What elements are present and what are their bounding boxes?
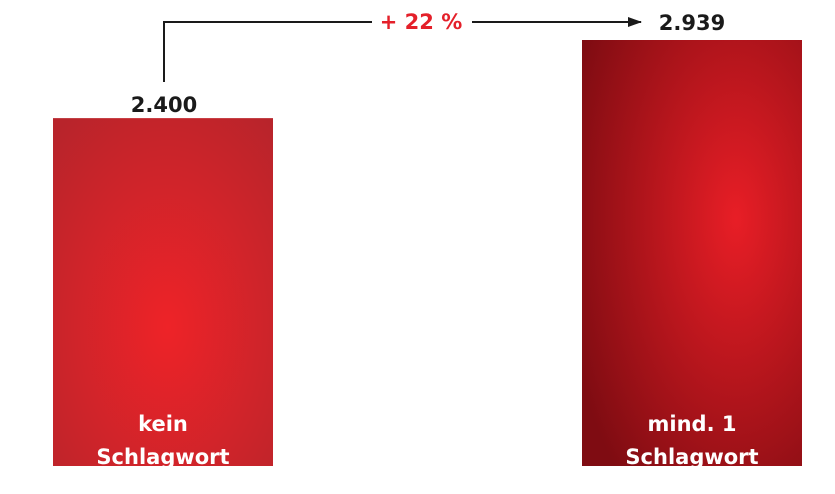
bar-1: [53, 118, 273, 466]
category-label-2-line-2: Schlagwort: [625, 445, 758, 469]
growth-annotation: + 22 %: [380, 10, 462, 34]
connector-line: [163, 21, 372, 82]
bar-2: [582, 40, 802, 466]
category-label-1-line-2: Schlagwort: [96, 445, 229, 469]
bars-layer: kein Schlagwort mind. 1 Schlagwort: [53, 40, 802, 469]
value-label-2: 2.939: [659, 11, 725, 35]
category-label-2-line-1: mind. 1: [648, 412, 737, 436]
annotation-layer: 2.400 2.939 + 22 %: [131, 10, 725, 117]
category-label-1-line-1: kein: [138, 412, 188, 436]
value-label-1: 2.400: [131, 93, 197, 117]
